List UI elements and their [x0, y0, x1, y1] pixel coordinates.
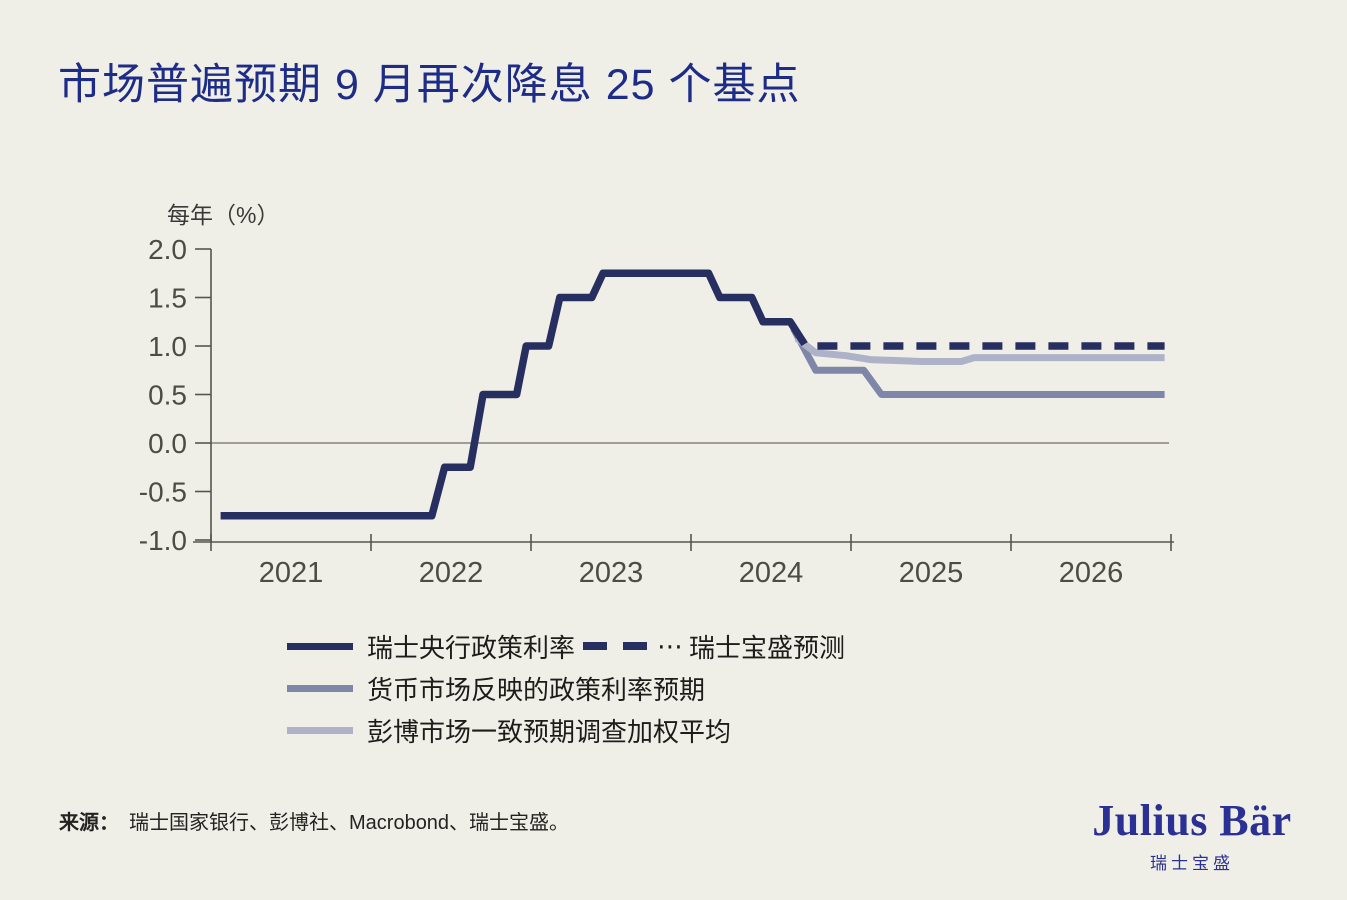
legend-row-money-market: 货币市场反映的政策利率预期: [287, 673, 845, 705]
x-axis-tick-label: 2026: [1059, 557, 1124, 589]
source-note: 来源： 瑞士国家银行、彭博社、Macrobond、瑞士宝盛。: [59, 806, 569, 835]
legend-swatch-bloomberg-consensus: [287, 726, 353, 734]
y-axis-tick-label: 0.0: [148, 428, 187, 459]
source-text: 瑞士国家银行、彭博社、Macrobond、瑞士宝盛。: [129, 812, 570, 834]
legend-label-snb-policy-rate: 瑞士央行政策利率: [367, 632, 576, 663]
y-axis-tick-label: 0.5: [148, 380, 187, 411]
y-axis-tick-label: 1.0: [148, 331, 187, 362]
series-bloomberg-consensus-survey: [794, 335, 1165, 365]
legend-row-policy-rate: 瑞士央行政策利率 ⋯ 瑞士宝盛预测: [287, 630, 845, 663]
y-axis-tick-label: -0.5: [139, 477, 187, 508]
legend-swatch-julius-baer-forecast: [583, 642, 648, 650]
legend-label-julius-baer-forecast: 瑞士宝盛预测: [689, 632, 846, 663]
logo-chinese-name: 瑞士宝盛: [1150, 854, 1234, 873]
series-snb-policy-rate: [220, 269, 808, 520]
source-label: 来源：: [59, 812, 119, 834]
series-money-market-expectations: [790, 326, 1165, 398]
x-axis-tick-label: 2022: [419, 557, 484, 589]
chart-legend: 瑞士央行政策利率 ⋯ 瑞士宝盛预测 货币市场反映的政策利率预期 彭博市场一致预期…: [287, 631, 845, 757]
julius-baer-logo: Julius Bär 瑞士宝盛: [1090, 795, 1294, 874]
page-title: 市场普遍预期 9 月再次降息 25 个基点: [58, 61, 801, 109]
logo-wordmark: Julius Bär: [1092, 796, 1292, 845]
legend-label-bloomberg-consensus: 彭博市场一致预期调查加权平均: [367, 716, 732, 747]
legend-row-bloomberg-consensus: 彭博市场一致预期调查加权平均: [287, 715, 845, 747]
y-axis-tick-label: 2.0: [148, 234, 187, 265]
x-axis-tick-label: 2025: [899, 557, 964, 589]
x-axis-tick-label: 2023: [579, 557, 644, 589]
rate-line-chart: 2021 2022 2023 2024 2025 2026 2.0 1.5 1.0 0.5 0.0 -…: [139, 234, 1174, 589]
legend-swatch-money-market: [287, 684, 353, 692]
x-axis-tick-label: 2024: [739, 557, 804, 589]
legend-swatch-snb-policy-rate: [287, 642, 353, 650]
legend-dash-icon: [583, 642, 608, 650]
x-axis-tick-label: 2021: [259, 557, 324, 589]
y-axis-tick-label: -1.0: [139, 525, 187, 556]
legend-dash-icon: [623, 642, 648, 650]
y-axis-label: 每年（%）: [167, 202, 280, 228]
y-axis-tick-label: 1.5: [148, 283, 187, 314]
legend-label-money-market: 货币市场反映的政策利率预期: [367, 674, 706, 705]
legend-dots-icon: ⋯: [657, 630, 684, 661]
